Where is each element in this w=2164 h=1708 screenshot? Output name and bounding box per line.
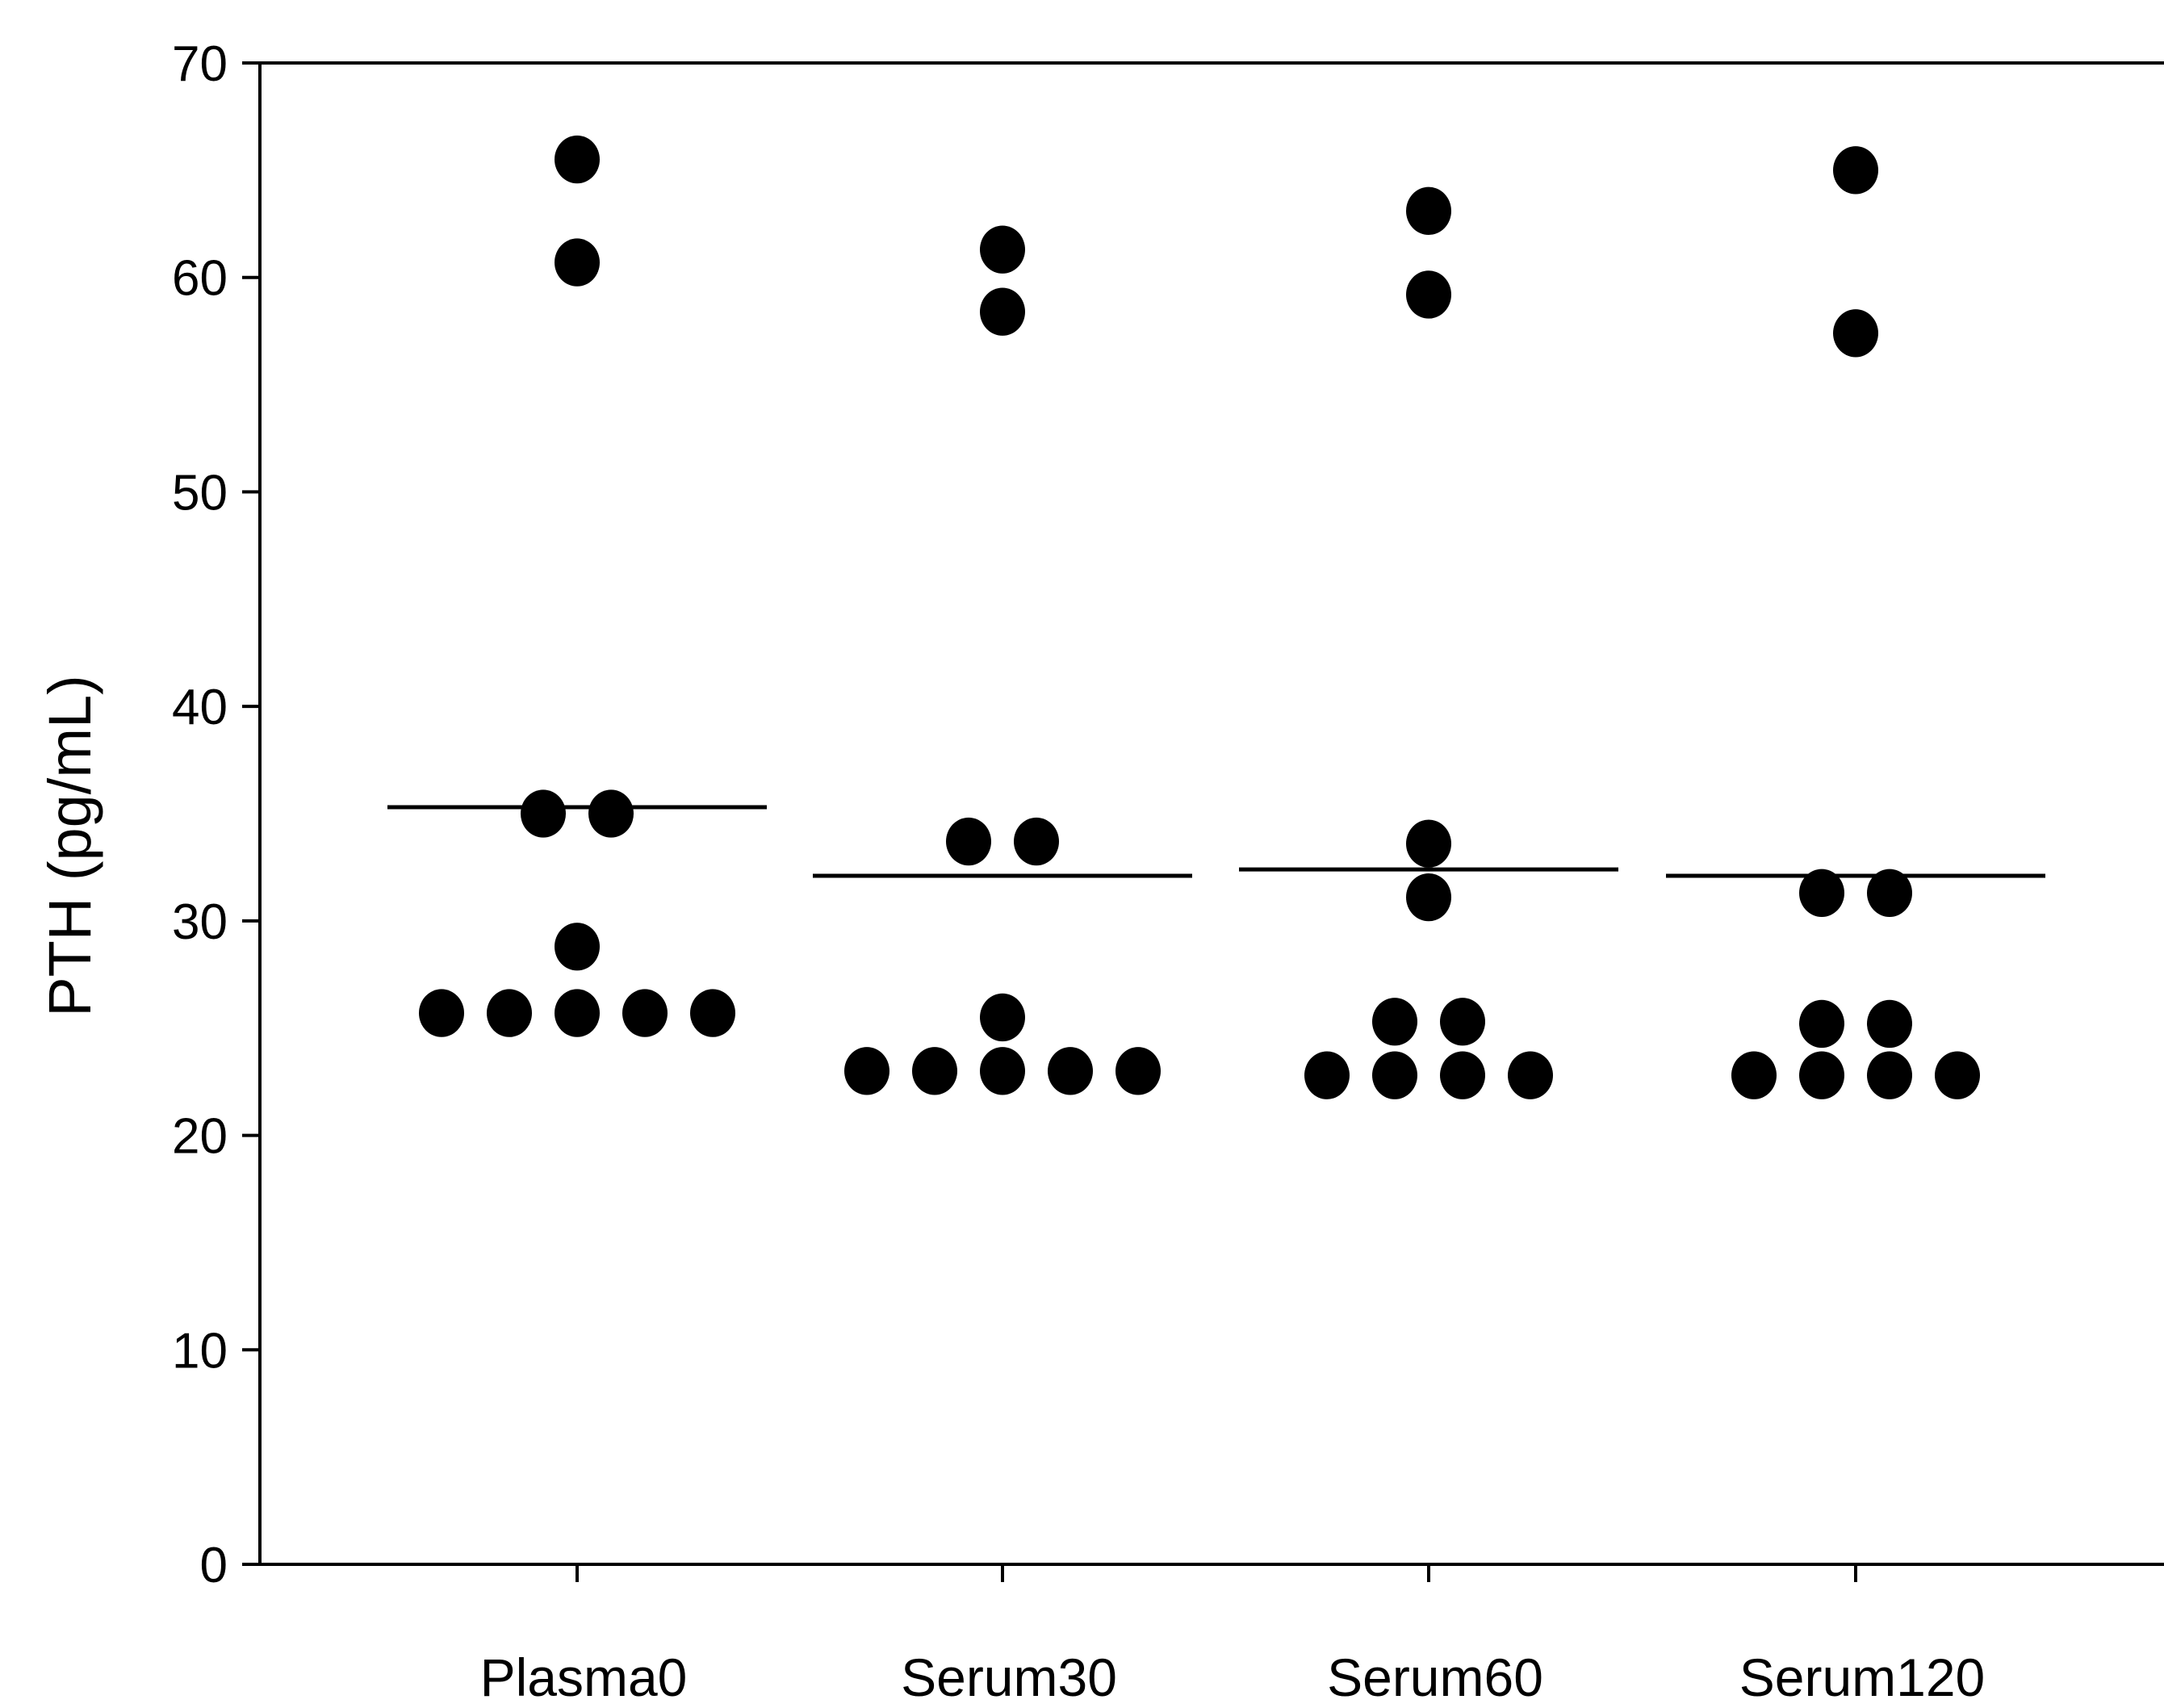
data-point bbox=[1867, 999, 1912, 1049]
data-point bbox=[555, 989, 600, 1037]
data-point bbox=[980, 993, 1025, 1042]
y-tick-label: 10 bbox=[172, 1323, 228, 1379]
data-point bbox=[521, 789, 566, 838]
data-point bbox=[555, 238, 600, 287]
data-marks bbox=[387, 135, 2045, 1099]
data-point bbox=[419, 989, 464, 1037]
y-tick-label: 0 bbox=[200, 1538, 228, 1593]
data-point bbox=[1867, 869, 1912, 917]
data-point bbox=[555, 135, 600, 184]
y-tick-label: 60 bbox=[172, 251, 228, 307]
data-point bbox=[946, 817, 991, 866]
data-point bbox=[1406, 270, 1451, 319]
data-point bbox=[487, 989, 532, 1037]
data-point bbox=[1372, 998, 1417, 1046]
data-point bbox=[1372, 1051, 1417, 1099]
x-category-label: Serum30 bbox=[901, 1647, 1117, 1704]
x-category-label: Plasma0 bbox=[480, 1647, 688, 1704]
x-category-label: Serum60 bbox=[1327, 1647, 1543, 1704]
data-point bbox=[1867, 1051, 1912, 1099]
data-point bbox=[1799, 999, 1844, 1049]
data-point bbox=[912, 1047, 957, 1095]
data-point bbox=[1406, 186, 1451, 236]
data-point bbox=[1935, 1051, 1980, 1099]
data-point bbox=[1833, 146, 1878, 195]
data-point bbox=[1799, 869, 1844, 917]
data-point bbox=[1731, 1051, 1777, 1099]
data-point bbox=[588, 789, 634, 838]
data-point bbox=[622, 989, 668, 1037]
y-tick-label: 40 bbox=[172, 680, 228, 735]
x-category-label: Serum120 bbox=[1739, 1647, 1986, 1704]
data-point bbox=[1508, 1051, 1553, 1099]
y-tick-label: 70 bbox=[172, 36, 228, 92]
data-point bbox=[1440, 1051, 1485, 1099]
data-point bbox=[690, 989, 735, 1037]
y-tick-label: 30 bbox=[172, 894, 228, 950]
data-point bbox=[555, 923, 600, 971]
y-ticks: 0 10 20 30 40 50 60 70 bbox=[172, 36, 260, 1593]
data-point bbox=[1115, 1047, 1161, 1095]
data-point bbox=[980, 1047, 1025, 1095]
y-tick-label: 20 bbox=[172, 1109, 228, 1165]
data-point bbox=[1048, 1047, 1093, 1095]
data-point bbox=[1799, 1051, 1844, 1099]
y-tick-label: 50 bbox=[172, 465, 228, 521]
y-axis-title: PTH (pg/mL) bbox=[36, 675, 103, 1017]
data-point bbox=[980, 225, 1025, 274]
data-point bbox=[1440, 998, 1485, 1046]
data-point bbox=[1833, 309, 1878, 358]
x-ticks: Plasma0 Serum30 Serum60 Serum120 bbox=[480, 1564, 1986, 1707]
data-point bbox=[980, 287, 1025, 336]
data-point bbox=[844, 1047, 889, 1095]
data-point bbox=[1406, 819, 1451, 868]
data-point bbox=[1406, 873, 1451, 922]
data-point bbox=[1014, 817, 1059, 866]
data-point bbox=[1304, 1051, 1350, 1099]
